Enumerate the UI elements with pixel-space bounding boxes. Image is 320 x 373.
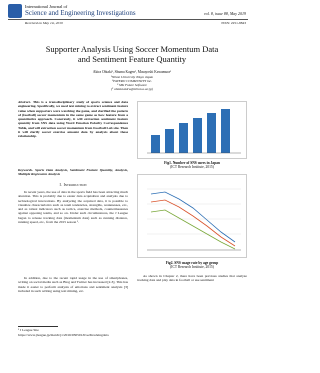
aff-1: ¹Nihon University Tokyo Japan xyxy=(110,75,154,79)
abstract: Abstract- This is a transdisciplinary st… xyxy=(18,100,128,139)
abstract-text: This is a transdisciplinary study of spo… xyxy=(18,100,129,139)
source: (ICT Research Institute, 2015) xyxy=(170,265,214,270)
aff-2: ²FAVERO COMMUNITY inc. xyxy=(112,79,152,83)
issn: ISSN: 2251-8843 xyxy=(221,21,246,25)
abstract-label: Abstract- xyxy=(18,100,32,104)
received: Received on May 1st, 2019 xyxy=(25,21,63,25)
keywords-label: Keywords- xyxy=(18,168,34,172)
authors: Akira Ohtaki¹, Shuma Kagen², Masayoshi K… xyxy=(92,70,172,74)
rule xyxy=(8,19,248,20)
figure-1 xyxy=(137,101,247,159)
journal-name: Science and Engineering Investigations xyxy=(25,9,136,17)
logo xyxy=(8,4,22,18)
section-number: I. xyxy=(59,183,62,187)
aff-3: ³ MK Future Software xyxy=(117,83,147,87)
section-title: Introduction xyxy=(63,183,87,187)
page: International Journal of Science and Eng… xyxy=(8,4,248,337)
figure-1-caption: Fig1. Number of SNS users in Japan (ICT R… xyxy=(137,161,247,169)
caption: Fig2. SNS usage rate by age group xyxy=(165,261,219,265)
figure-2 xyxy=(137,174,247,258)
keywords-text: Sports Data Analysis, Sentiment Feature … xyxy=(18,168,128,177)
keywords: Keywords- Sports Data Analysis, Sentimen… xyxy=(18,168,128,177)
aff-4: (¹ ohtaki.akira@nihon-u.ac.jp) xyxy=(111,87,153,91)
section-heading: I. Introduction xyxy=(18,183,128,187)
footnote-label: ¹ J League Site xyxy=(18,328,39,332)
source: (ICT Research Institute, 2015) xyxy=(170,165,214,170)
figure-2-caption: Fig2. SNS usage rate by age group (ICT Re… xyxy=(137,261,247,269)
caption: Fig1. Number of SNS users in Japan xyxy=(164,161,220,165)
right-paragraph: As shown in Chapter 2, there have been p… xyxy=(137,274,247,283)
paragraph: In recent years, the use of data in the … xyxy=(18,190,128,225)
paragraph: In addition, due to the recent rapid usa… xyxy=(18,276,128,293)
issue: vol. 8, issue 88, May 2019 xyxy=(204,11,246,16)
title: Supporter Analysis Using Soccer Momentum… xyxy=(45,44,219,64)
journal-prefix: International Journal of xyxy=(25,4,68,9)
footnote-url: https://www.jleague.jp/match/j1/2016/030… xyxy=(18,333,109,337)
